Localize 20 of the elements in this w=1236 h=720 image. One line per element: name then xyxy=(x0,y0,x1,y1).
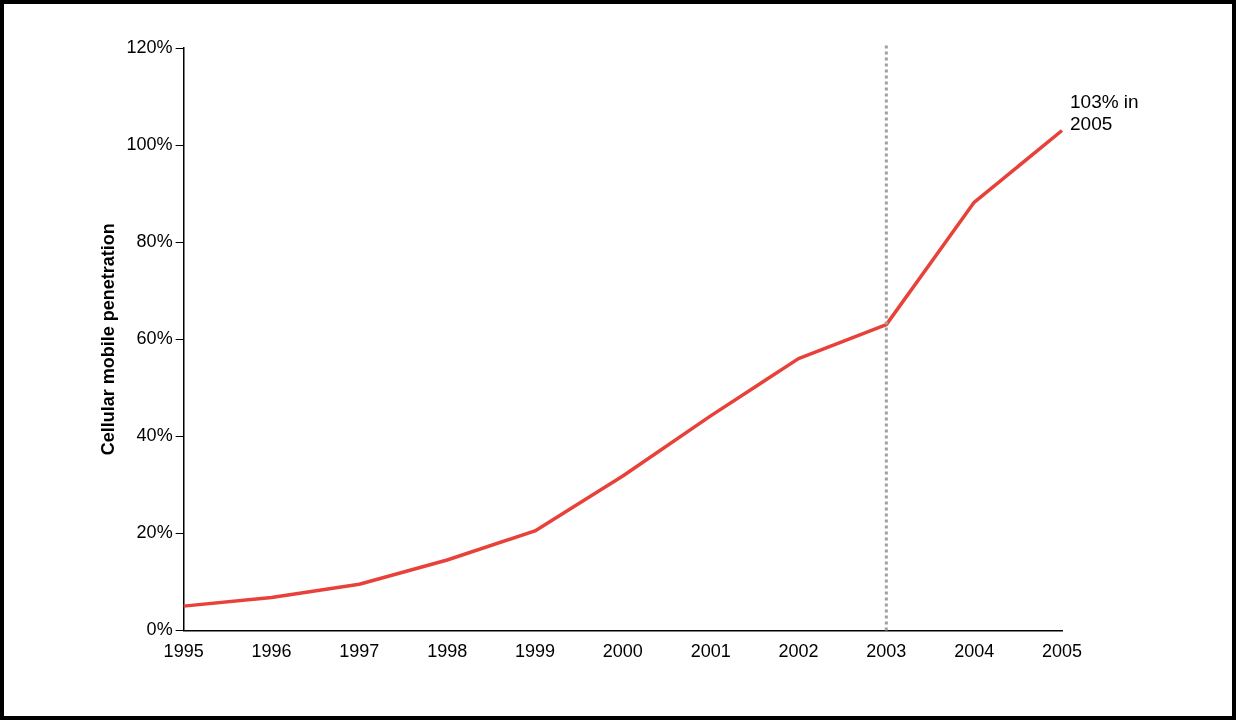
x-tick-label: 2001 xyxy=(690,641,731,662)
y-tick-label: 60% xyxy=(136,328,173,349)
x-tick-label: 2002 xyxy=(778,641,819,662)
y-axis-title: Cellular mobile penetration xyxy=(97,223,118,456)
y-tick-label: 0% xyxy=(146,619,173,640)
x-tick-label: 2004 xyxy=(954,641,995,662)
annotation: 103% in 2005 xyxy=(1070,90,1139,134)
x-tick-label: 1997 xyxy=(339,641,380,662)
x-tick-label: 1999 xyxy=(514,641,556,662)
x-tick-label: 1996 xyxy=(251,641,292,662)
x-tick-label: 1998 xyxy=(427,641,468,662)
x-tick-label: 2005 xyxy=(1041,641,1083,662)
y-tick-label: 20% xyxy=(136,522,173,543)
x-tick-label: 2000 xyxy=(602,641,643,662)
y-tick-label: 120% xyxy=(126,36,173,57)
x-tick-label: 1995 xyxy=(163,641,204,662)
x-tick-label: 2003 xyxy=(866,641,907,662)
y-tick-label: 100% xyxy=(126,134,173,155)
y-tick-label: 40% xyxy=(136,425,173,446)
y-tick-label: 80% xyxy=(136,231,173,252)
